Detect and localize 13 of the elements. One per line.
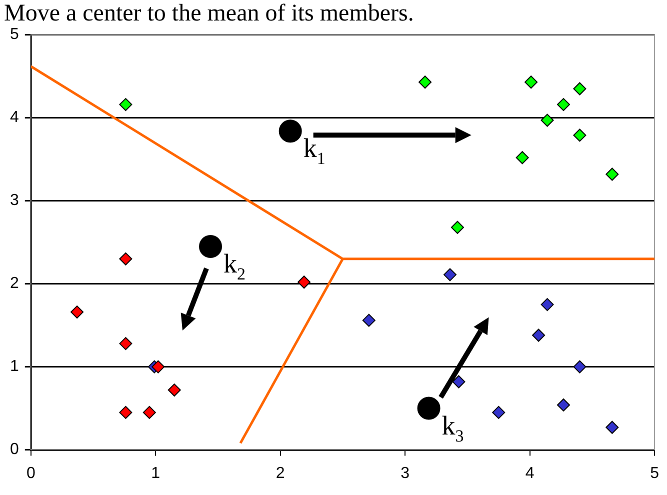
y-tick-label: 4: [10, 109, 19, 126]
y-tick-label: 5: [10, 26, 19, 44]
y-tick-label: 1: [10, 358, 19, 376]
x-tick-label: 0: [26, 464, 36, 482]
x-tick-label: 2: [276, 464, 285, 482]
x-tick-label: 4: [525, 464, 534, 482]
y-tick-label: 0: [10, 441, 19, 458]
chart-title: Move a center to the mean of its members.: [4, 0, 414, 27]
y-tick-label: 3: [10, 192, 19, 210]
x-tick-label: 1: [151, 464, 160, 482]
x-tick-label: 5: [650, 464, 660, 482]
y-tick-label: 2: [10, 275, 19, 292]
x-tick-label: 3: [400, 464, 410, 482]
